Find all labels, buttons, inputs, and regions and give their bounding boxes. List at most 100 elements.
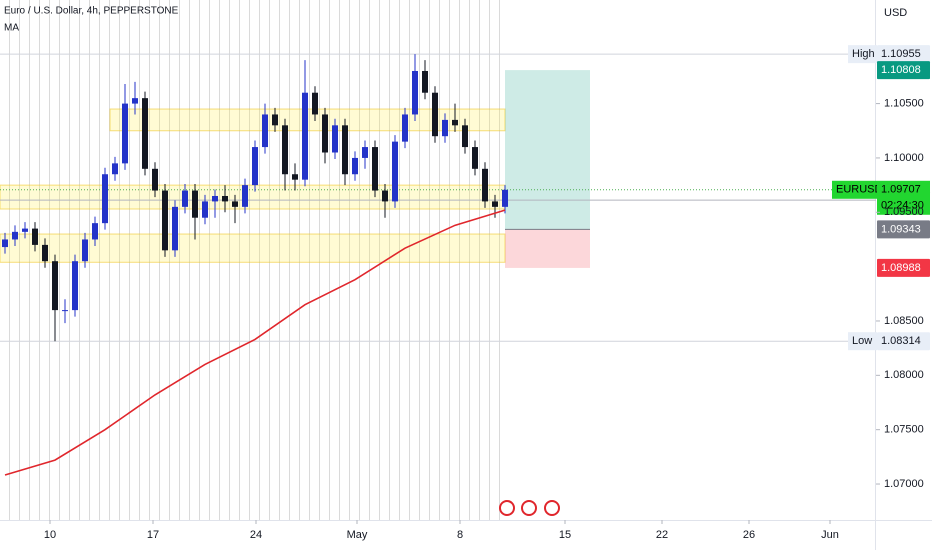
chart-title: Euro / U.S. Dollar, 4h, PEPPERSTONE: [4, 6, 179, 17]
candle-body: [272, 114, 278, 126]
y-tick-label: 1.09500: [884, 206, 924, 218]
candle-body: [432, 92, 438, 137]
candle-body: [72, 261, 78, 311]
candle-body: [202, 201, 208, 218]
overlay: High 1.10955 Low 1.08314 1.10808 1.09343 1.089…: [832, 45, 930, 351]
y-tick-label: 1.08000: [884, 369, 924, 381]
candle-body: [252, 147, 258, 186]
candle-body: [422, 70, 428, 93]
indicator-label: MA: [4, 23, 19, 34]
candle-body: [142, 98, 148, 169]
candle-body: [212, 195, 218, 202]
candle-body: [352, 157, 358, 175]
event-icons[interactable]: [499, 500, 560, 516]
position-target: [505, 70, 590, 230]
candle-body: [452, 119, 458, 126]
x-tick-label: 24: [250, 529, 262, 541]
candle-body: [492, 201, 498, 207]
candle-body: [222, 195, 228, 202]
candle-body: [372, 147, 378, 191]
event-icon[interactable]: [544, 500, 560, 516]
price-badge: [877, 61, 930, 80]
candle-body: [382, 190, 388, 202]
price-badge-label: 1.08314: [881, 335, 921, 347]
candle-body: [112, 163, 118, 175]
candle-body: [132, 98, 138, 104]
candle-body: [52, 261, 58, 311]
candle-body: [2, 239, 8, 248]
symbol-label: EURUSD: [836, 184, 883, 196]
price-badge: [877, 332, 930, 351]
candle-body: [332, 125, 338, 153]
price-badge-label: 1.10808: [881, 64, 921, 76]
y-tick-label: 1.07500: [884, 424, 924, 436]
x-tick-label: Jun: [821, 529, 839, 541]
candle-body: [482, 168, 488, 202]
candle-body: [162, 190, 168, 251]
candle-body: [472, 147, 478, 169]
price-badge-label: 1.10955: [881, 48, 921, 60]
zone: [0, 184, 506, 210]
y-tick-label: 1.10500: [884, 97, 924, 109]
candle-body: [32, 228, 38, 245]
candle-body: [172, 206, 178, 251]
last-price-badge: [877, 180, 930, 215]
x-tick-label: 15: [559, 529, 571, 541]
currency-label: USD: [884, 7, 907, 19]
last-price-label: 1.09707: [881, 184, 921, 196]
countdown-label: 02:24:30: [881, 200, 924, 212]
candle-body: [82, 239, 88, 262]
symbol-box: [832, 180, 877, 199]
zone: [0, 233, 506, 263]
moving-average: [4, 209, 506, 476]
candle-body: [152, 168, 158, 191]
candle-body: [302, 92, 308, 180]
candle-body: [312, 92, 318, 115]
candle-body: [362, 147, 368, 158]
candle-body: [232, 201, 238, 207]
price-badge-label: 1.08988: [881, 262, 921, 274]
candle-body: [282, 125, 288, 175]
candle-body: [322, 114, 328, 153]
candle-body: [12, 231, 18, 240]
candle-body: [192, 190, 198, 218]
candle-body: [342, 125, 348, 175]
candle-body: [442, 119, 448, 137]
candle-body: [22, 228, 28, 232]
event-icon[interactable]: [499, 500, 515, 516]
price-badge-label: 1.09343: [881, 223, 921, 235]
price-badge: [877, 45, 930, 64]
y-tick-label: 1.10000: [884, 152, 924, 164]
y-tick-label: 1.08500: [884, 315, 924, 327]
x-tick-label: 8: [457, 529, 463, 541]
candle-body: [412, 70, 418, 115]
candle-body: [42, 244, 48, 262]
x-tick-label: 22: [656, 529, 668, 541]
candle-body: [122, 103, 128, 164]
plot-area: [0, 53, 876, 476]
position-stop: [505, 229, 590, 268]
candle-body: [502, 189, 508, 207]
candle-body: [462, 125, 468, 148]
price-badge: [877, 220, 930, 239]
marker-name: High: [852, 48, 875, 60]
candle-body: [402, 114, 408, 142]
candle-body: [62, 310, 68, 312]
x-tick-label: 10: [44, 529, 56, 541]
candle-body: [292, 174, 298, 180]
event-icon[interactable]: [521, 500, 537, 516]
marker-name: Low: [852, 335, 872, 347]
y-tick-label: 1.07000: [884, 478, 924, 490]
x-tick-label: 17: [147, 529, 159, 541]
candle-body: [262, 114, 268, 148]
marker-name-box: [848, 45, 877, 64]
candle-body: [92, 223, 98, 240]
x-tick-label: 26: [743, 529, 755, 541]
candle-body: [392, 141, 398, 202]
candle-body: [182, 190, 188, 207]
candle-body: [242, 185, 248, 207]
price-badge: [877, 258, 930, 277]
candle-body: [102, 174, 108, 224]
